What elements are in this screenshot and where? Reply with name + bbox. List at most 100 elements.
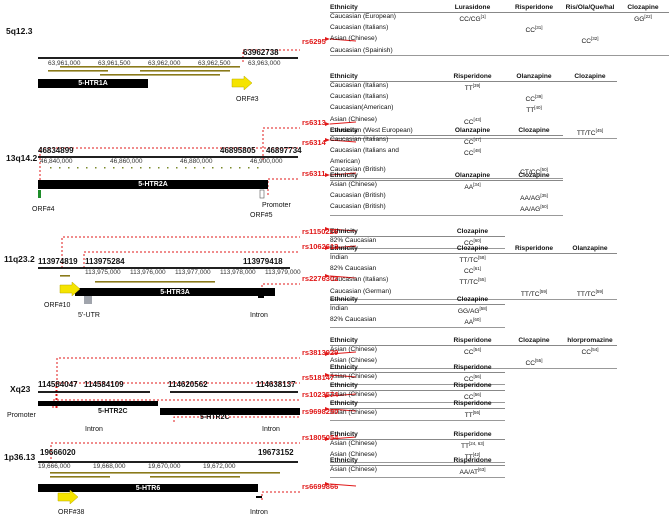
table-cell: Asian (Chinese) — [330, 451, 377, 459]
table-row: Caucasian (German) TT/TC[59] TT/TC[59] — [330, 288, 617, 299]
axis-tick: 46,880,000 — [180, 158, 213, 165]
column-header: Risperidone — [453, 364, 492, 371]
table-row: Caucasian (Spainish) — [330, 47, 669, 55]
table-cell: CC[54] — [463, 347, 482, 357]
axis-tick: 63,962,000 — [148, 60, 181, 67]
table-rule — [330, 298, 617, 300]
table-cell: TT/TC[58] — [459, 255, 486, 265]
intron-marker — [258, 296, 264, 298]
table-cell — [563, 82, 617, 93]
locus-band: 13q14.2 — [6, 153, 38, 163]
table-header: Ethnicity Risperidone — [330, 431, 505, 440]
table-cell — [440, 35, 505, 46]
utr-label: 5'-UTR — [78, 312, 100, 319]
table-cell: Caucasian (Spainish) — [330, 46, 393, 54]
table-header: Ethnicity Risperidone — [330, 400, 505, 409]
table-cell — [505, 82, 563, 93]
arrow-head — [325, 437, 330, 441]
locus-start-coordinate: 46834899 — [38, 146, 74, 155]
genotype-table: Ethnicity Clozapine Risperidone Olanzapine I… — [330, 245, 617, 300]
orf-label: ORF#5 — [250, 212, 273, 219]
table-cell: TT[56] — [464, 410, 481, 420]
column-header: Lurasidone — [454, 4, 491, 11]
genotype-table: Ethnicity Clozapine 82% Caucasian CC[60] — [330, 228, 505, 250]
column-header: Risperidone — [453, 400, 492, 407]
orf-arrow — [231, 75, 253, 91]
column-header: Ethnicity — [330, 73, 358, 80]
snp-arrow — [329, 351, 357, 355]
exon-dot — [194, 167, 196, 169]
locus-end-coordinate: 63962738 — [243, 48, 279, 57]
intron-label: Intron — [85, 426, 103, 433]
orf-label: ORF#4 — [32, 206, 55, 213]
column-header: Ethnicity — [330, 457, 358, 464]
gene-bar — [38, 401, 158, 406]
genotype-table: Ethnicity Clozapine Indian GG/AG[58] 82% Cau… — [330, 296, 505, 329]
table-row: 82% Caucasian CC[61] — [330, 265, 617, 276]
table-cell — [505, 147, 563, 158]
axis-tick: 63,963,000 — [248, 60, 281, 67]
exon-dot — [122, 167, 124, 169]
arrow-head — [325, 37, 330, 41]
table-cell — [563, 357, 617, 368]
table-cell: AA[60] — [464, 317, 481, 327]
column-header: Ethnicity — [330, 127, 358, 134]
transcript-track — [95, 281, 215, 283]
snp-arrow — [329, 408, 357, 412]
table-row: Asian (Chinese) CC[56] — [330, 391, 505, 402]
transcript-track — [50, 476, 110, 478]
table-header: Ethnicity Risperidone Olanzapine Clozapine — [330, 73, 617, 82]
locus-coordinate: 46895805 — [220, 146, 256, 155]
table-cell — [440, 24, 505, 35]
table-cell — [617, 24, 669, 35]
snp-label: rs1150226 — [302, 227, 338, 236]
column-header: Clozapine — [456, 245, 489, 252]
table-cell — [505, 35, 563, 46]
table-rule — [330, 368, 617, 370]
genotype-table: Ethnicity Risperidone Asian (Chinese) CC[56… — [330, 364, 505, 386]
table-row: Caucasian (British) AA/AG[50] — [330, 203, 563, 214]
column-header: Risperidone — [453, 431, 492, 438]
intron-label: Intron — [250, 509, 268, 516]
snp-arrow — [329, 374, 357, 378]
column-header: Ethnicity — [330, 364, 358, 371]
table-cell: Indian — [330, 305, 348, 312]
snp-connector — [50, 442, 300, 463]
gene-name: 5-HTR2C — [98, 408, 128, 415]
table-rule — [330, 420, 505, 422]
table-cell: Caucasian (West European) — [330, 126, 413, 134]
genotype-table: Ethnicity Risperidone Clozapine hlorpromazi… — [330, 337, 617, 370]
exon-dot — [104, 167, 106, 169]
promoter-marker — [259, 189, 265, 199]
axis-tick: 113,977,000 — [175, 269, 211, 276]
table-row: Caucasian (British) AA/AG[35] — [330, 192, 563, 203]
table-header: Ethnicity Risperidone — [330, 364, 505, 373]
locus-end-coordinate: 46897734 — [266, 146, 302, 155]
intron-marker — [256, 496, 262, 498]
exon-dot — [176, 167, 178, 169]
column-header: Risperidone — [514, 245, 554, 252]
table-row: Asian (Chinese) CC[32] — [330, 35, 669, 46]
table-row: 82% Caucasian CC[60] — [330, 237, 505, 248]
table-cell: 82% Caucasian — [330, 316, 377, 324]
transcript-track — [140, 70, 230, 72]
axis-tick: 63,961,500 — [98, 60, 131, 67]
table-row: Caucasian (West European) TT/TC[45] — [330, 127, 617, 138]
table-rule — [330, 248, 505, 250]
snp-connector — [39, 147, 300, 180]
axis-tick: 19,666,000 — [38, 463, 71, 470]
table-cell: Indian — [330, 254, 348, 261]
table-cell — [505, 116, 563, 127]
table-cell: CC[39] — [525, 94, 543, 104]
arrow-head — [325, 227, 330, 231]
table-cell: CC[47] — [463, 137, 482, 147]
table-cell: Caucasian (Italians) — [330, 136, 389, 143]
table-cell — [617, 47, 669, 55]
table-rule — [330, 462, 505, 464]
table-cell — [563, 47, 617, 55]
column-header: Olanzapine — [454, 172, 491, 179]
table-cell — [505, 276, 563, 287]
snp-connector — [61, 236, 300, 268]
locus-band: Xq23 — [10, 384, 31, 394]
